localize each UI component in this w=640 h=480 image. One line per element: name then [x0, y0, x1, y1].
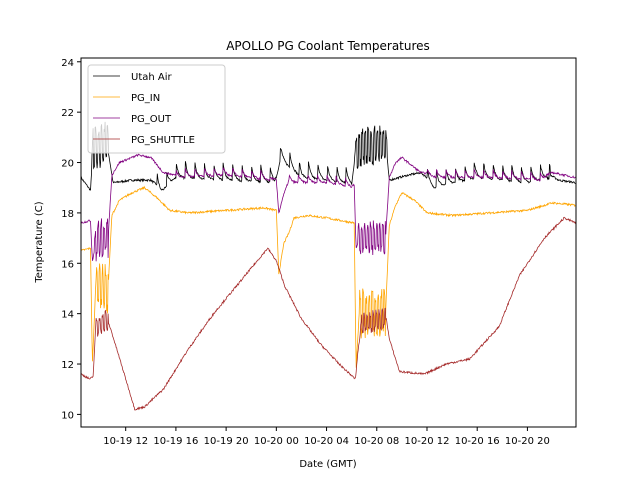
- series-line-pg-in: [80, 185, 576, 368]
- y-tick-label: 10: [61, 410, 74, 421]
- x-tick-label: 10-20 12: [405, 436, 450, 447]
- series-line-pg-shuttle: [80, 216, 576, 411]
- legend-label: Utah Air: [131, 72, 173, 83]
- series-line-utah-air: [80, 121, 576, 191]
- legend-label: PG_OUT: [131, 114, 172, 125]
- x-axis-label: Date (GMT): [299, 459, 356, 470]
- x-tick-label: 10-19 12: [103, 436, 148, 447]
- y-tick-label: 24: [61, 58, 74, 69]
- legend-box: [87, 64, 226, 154]
- x-tick-label: 10-20 04: [304, 436, 349, 447]
- x-tick-label: 10-20 16: [455, 436, 500, 447]
- y-tick-label: 22: [61, 108, 74, 119]
- series-lines: [80, 121, 576, 411]
- y-tick-label: 20: [61, 159, 74, 170]
- x-axis-ticks: 10-19 12 10-19 16 10-19 20 10-20 00 10-20 04…: [103, 427, 550, 447]
- y-tick-label: 16: [61, 259, 74, 270]
- series-line-pg-out: [80, 153, 576, 262]
- x-tick-label: 10-20 00: [254, 436, 299, 447]
- x-tick-label: 10-19 16: [153, 436, 198, 447]
- y-axis-label: Temperature (C): [34, 201, 45, 283]
- x-tick-label: 10-19 20: [204, 436, 249, 447]
- chart-title: APOLLO PG Coolant Temperatures: [226, 39, 430, 53]
- y-tick-label: 14: [61, 310, 74, 321]
- y-axis-ticks: 10 12 14 16 18 20 22 24: [61, 58, 81, 421]
- legend-label: PG_SHUTTLE: [131, 135, 195, 146]
- y-tick-label: 18: [61, 209, 74, 220]
- y-tick-label: 12: [61, 360, 74, 371]
- axes-frame: [80, 57, 577, 428]
- legend: Utah Air PG_IN PG_OUT PG_SHUTTLE: [87, 64, 226, 154]
- x-tick-label: 10-20 08: [354, 436, 399, 447]
- legend-label: PG_IN: [131, 93, 160, 104]
- x-tick-label: 10-20 20: [505, 436, 550, 447]
